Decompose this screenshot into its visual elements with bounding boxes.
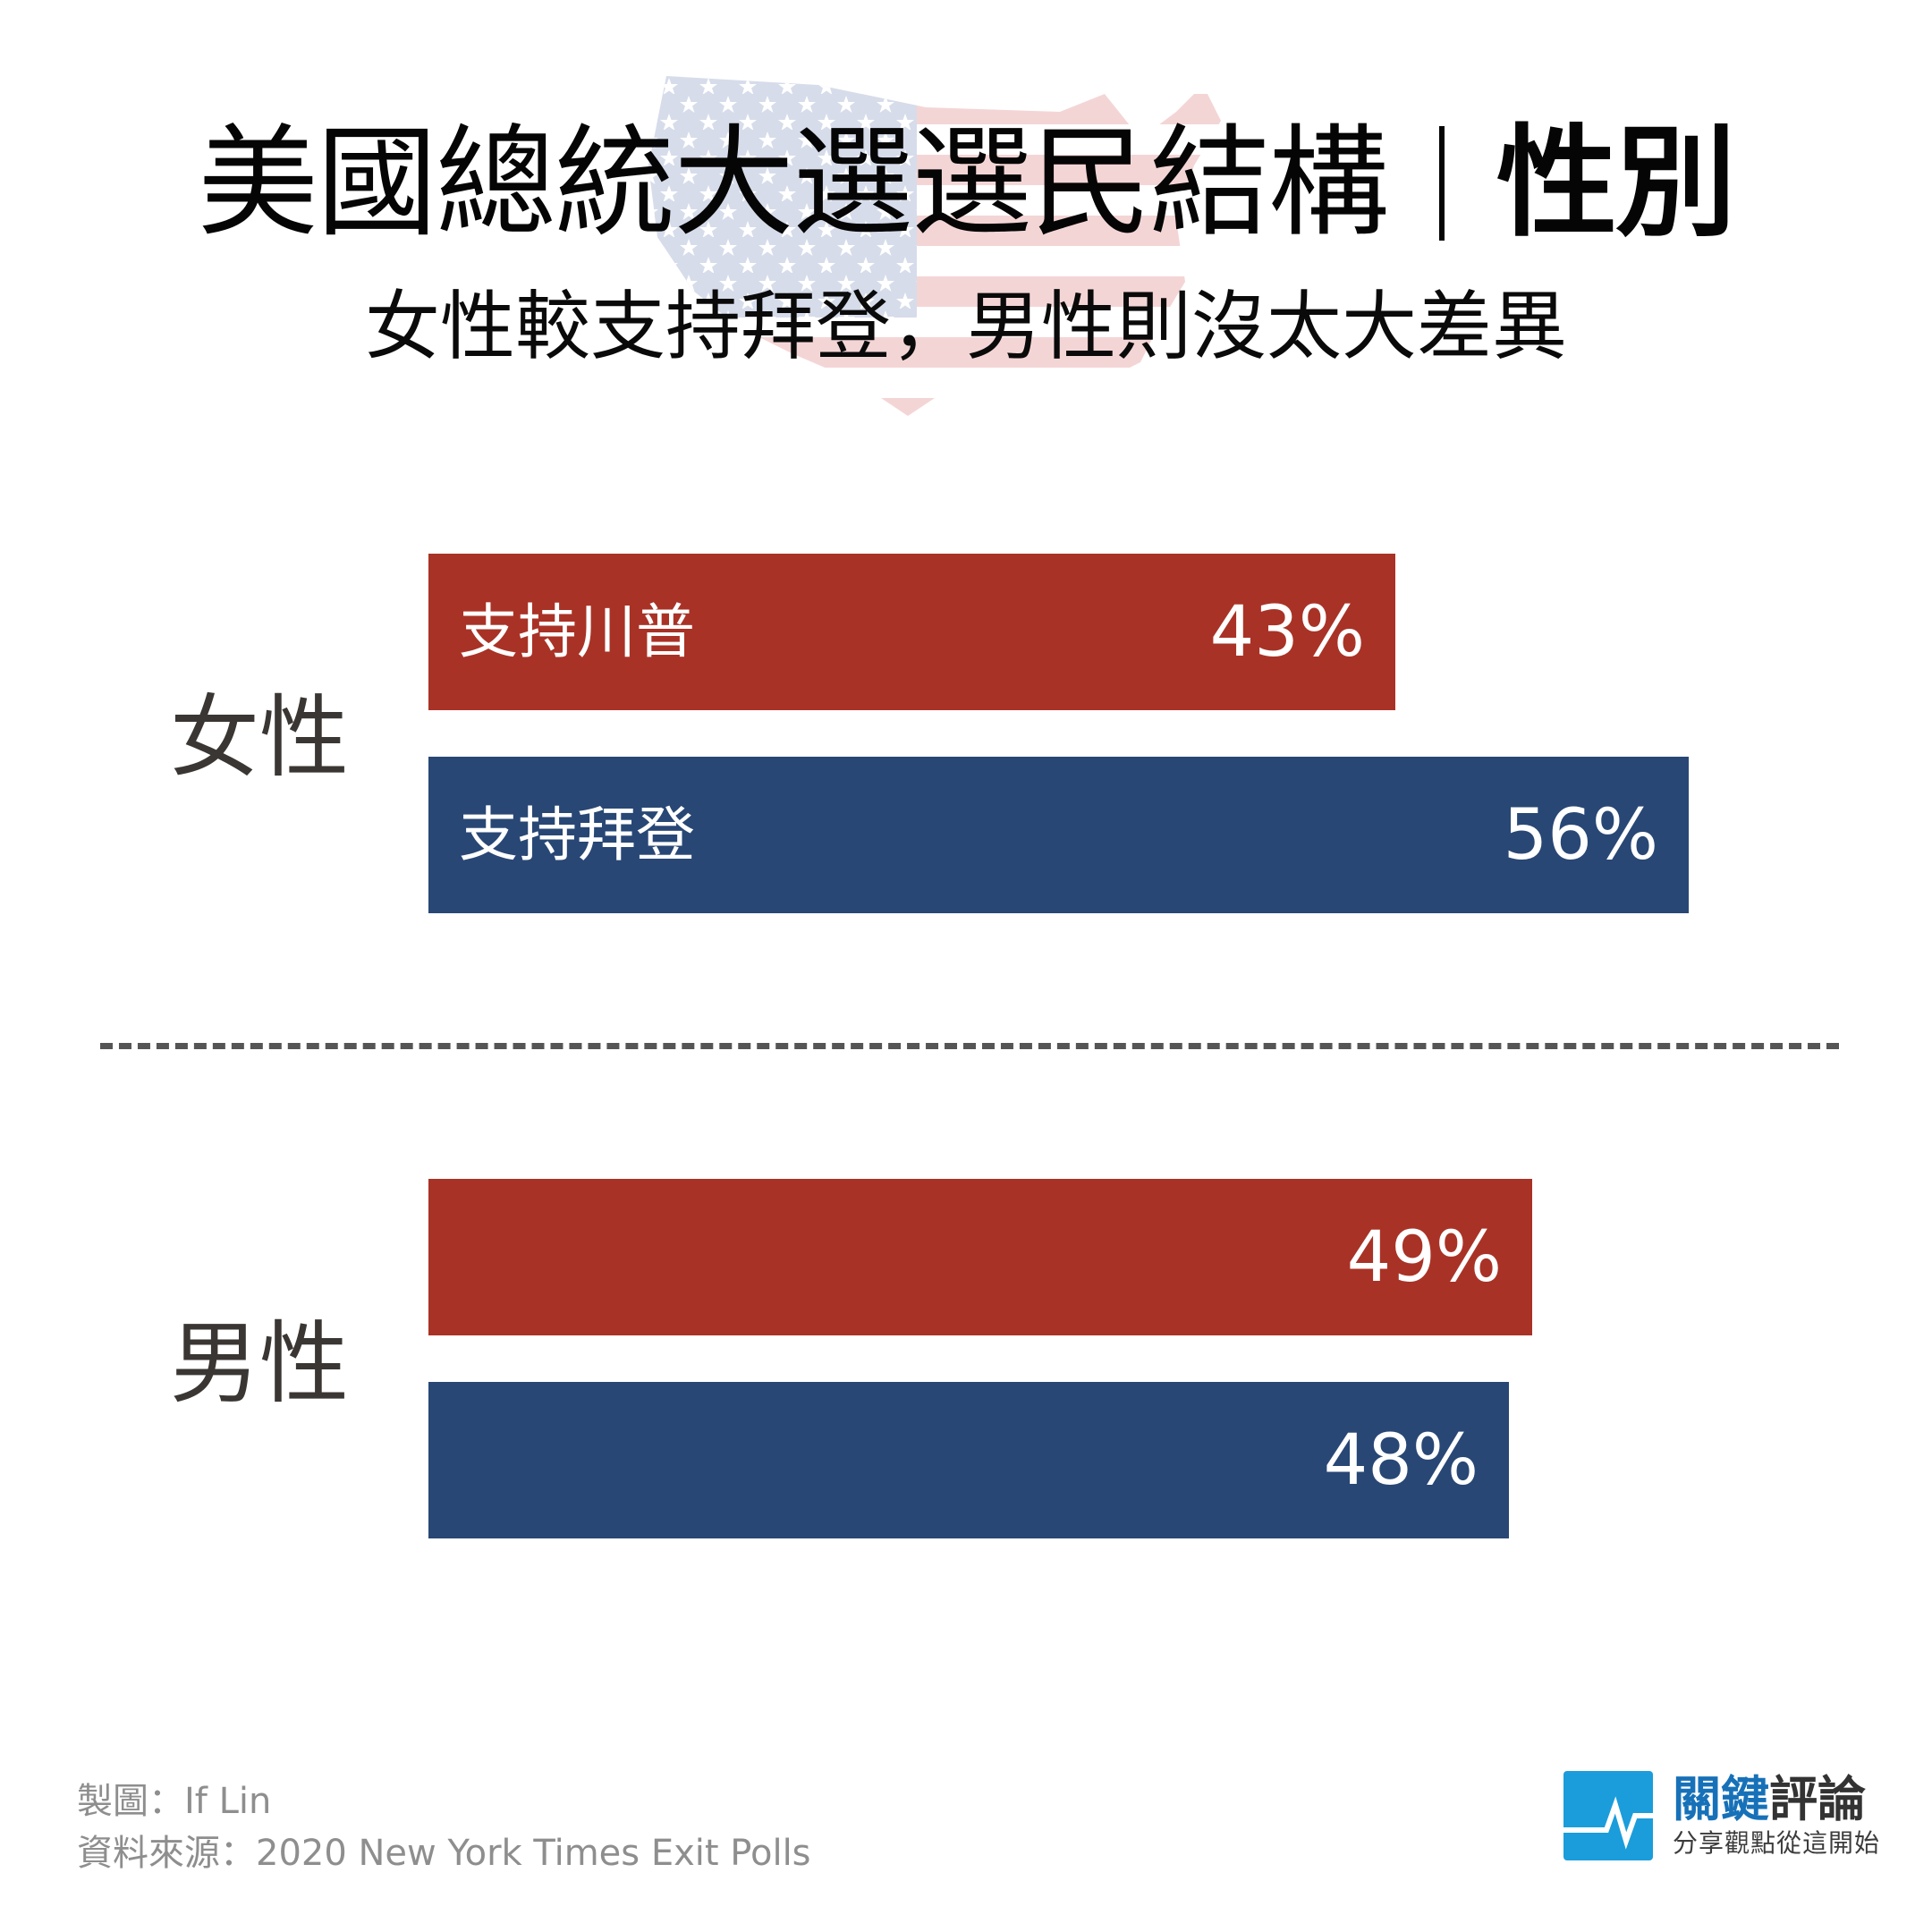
logo-name: 關鍵評論 — [1673, 1772, 1880, 1827]
title-highlight: 性別 — [1496, 113, 1736, 253]
page-title: 美國總統大選選民結構 性別 — [0, 116, 1932, 250]
header: 美國總統大選選民結構 性別 — [0, 116, 1932, 250]
bar-value: 48% — [1323, 1419, 1479, 1501]
group-label-men: 男性 — [170, 1311, 349, 1416]
heartbeat-logo-icon — [1563, 1771, 1653, 1860]
bar-label: 支持拜登 — [459, 800, 695, 869]
bar-value: 49% — [1346, 1216, 1502, 1298]
bar-value: 56% — [1503, 794, 1658, 876]
group-label-women: 女性 — [170, 685, 349, 790]
data-source: 資料來源：2020 New York Times Exit Polls — [77, 1833, 811, 1874]
bar-men-trump: 49% — [428, 1179, 1532, 1335]
chart-credit: 製圖：If Lin — [77, 1781, 272, 1822]
bar-women-biden: 支持拜登 56% — [428, 757, 1689, 913]
page-subtitle: 女性較支持拜登，男性則沒太大差異 — [364, 283, 1567, 370]
bar-value: 43% — [1209, 591, 1365, 673]
publisher-logo: 關鍵評論 分享觀點從這開始 — [1563, 1771, 1880, 1860]
bar-label: 支持川普 — [459, 597, 695, 666]
bar-men-biden: 48% — [428, 1382, 1509, 1538]
logo-name-dark: 評論 — [1769, 1771, 1866, 1827]
bar-women-trump: 支持川普 43% — [428, 554, 1395, 710]
logo-slogan: 分享觀點從這開始 — [1673, 1828, 1881, 1858]
title-main: 美國總統大選選民結構 — [198, 113, 1389, 253]
logo-name-blue: 關鍵 — [1673, 1771, 1769, 1827]
title-divider — [1439, 126, 1445, 241]
logo-text: 關鍵評論 分享觀點從這開始 — [1673, 1772, 1880, 1860]
group-divider — [100, 1043, 1839, 1049]
us-flag-map-background — [648, 76, 1221, 416]
credits: 製圖：If Lin 資料來源：2020 New York Times Exit … — [77, 1775, 811, 1879]
